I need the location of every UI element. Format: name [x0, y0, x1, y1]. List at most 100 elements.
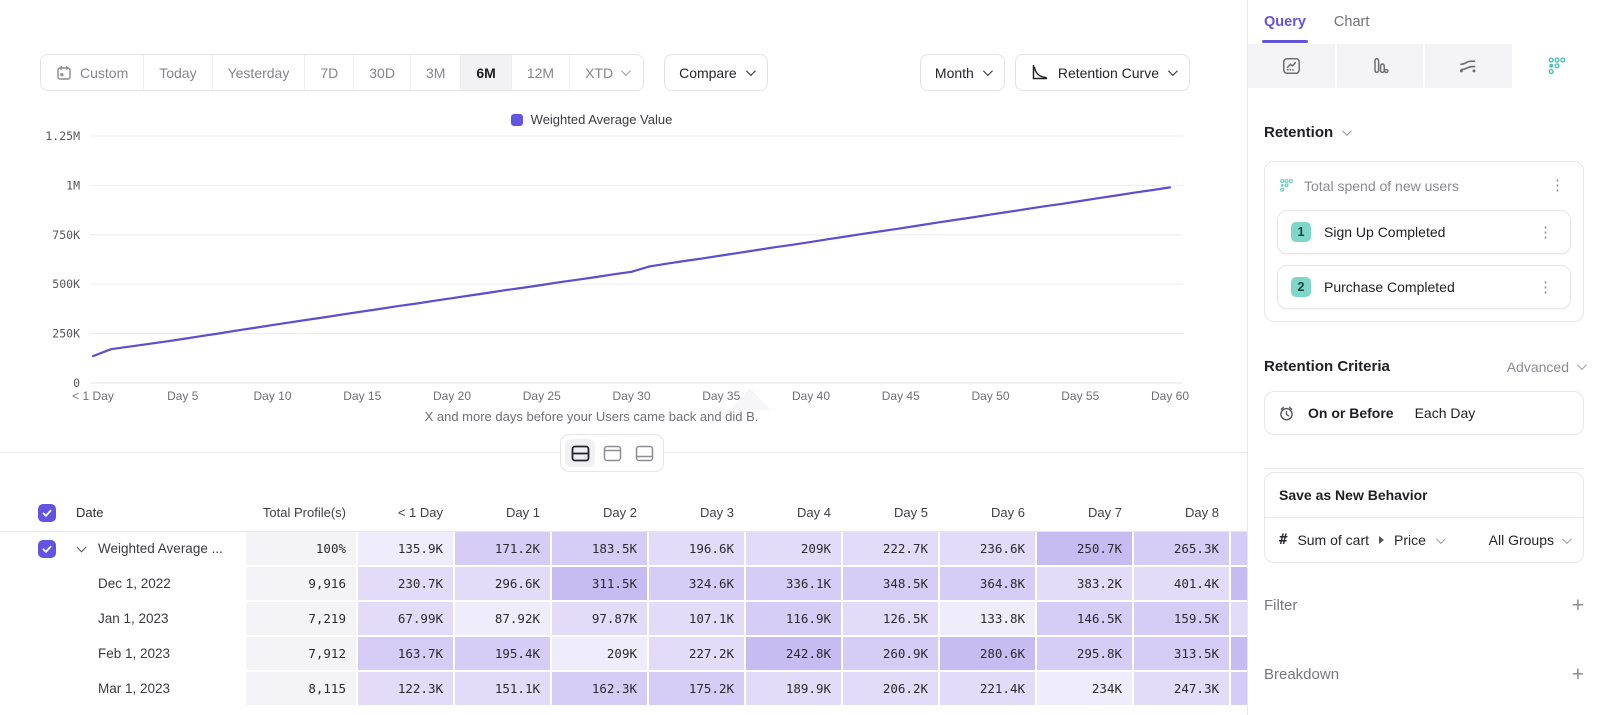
- date-range-group: Custom Today Yesterday 7D 30D 3M 6M 12M XTD: [40, 54, 645, 91]
- metric-property[interactable]: Price: [1394, 532, 1426, 548]
- tab-flows[interactable]: [1425, 44, 1512, 88]
- x-axis-tick-label: Day 55: [1061, 389, 1099, 403]
- column-header[interactable]: Total Profile(s): [262, 505, 346, 520]
- range-12m[interactable]: 12M: [510, 55, 570, 90]
- table-row[interactable]: Mar 1, 2023 8,115 122.3K 151.1K 162.3K 175.2K…: [0, 672, 1271, 705]
- alarm-clock-icon: [1280, 406, 1293, 420]
- granularity-button[interactable]: Month: [919, 54, 1005, 91]
- range-30d[interactable]: 30D: [353, 55, 410, 90]
- behavior-retention-icon: [1280, 178, 1293, 192]
- retention-curve-line[interactable]: [91, 186, 1172, 358]
- value-cell: 87.92K: [455, 602, 550, 635]
- range-6m[interactable]: 6M: [460, 55, 511, 90]
- kebab-menu-icon[interactable]: ⋮: [1538, 278, 1553, 296]
- compare-label: Compare: [679, 64, 737, 81]
- save-as-new-behavior-button[interactable]: Save as New Behavior: [1265, 473, 1583, 518]
- x-axis-tick-label: Day 5: [167, 389, 199, 403]
- compare-button[interactable]: Compare: [664, 54, 768, 91]
- all-groups-label: All Groups: [1488, 532, 1554, 548]
- value-cell: 242.8K: [746, 637, 841, 670]
- table-row[interactable]: Weighted Average ... 100% 135.9K 171.2K 183.…: [0, 532, 1271, 565]
- y-axis-tick-label: 750K: [52, 228, 80, 242]
- value-cell: 383.2K: [1037, 567, 1132, 600]
- y-axis-tick-label: 1.25M: [45, 129, 80, 143]
- value-cell: 162.3K: [552, 672, 647, 705]
- kebab-menu-icon[interactable]: ⋮: [1538, 223, 1553, 241]
- column-header[interactable]: Day 2: [603, 505, 637, 520]
- chevron-down-icon: [745, 66, 756, 77]
- column-header[interactable]: Day 8: [1185, 505, 1219, 520]
- section-label: Retention: [1264, 124, 1334, 141]
- split-view-icon: [571, 445, 589, 461]
- main-area: Custom Today Yesterday 7D 30D 3M 6M 12M XTD Comp…: [0, 54, 1271, 705]
- row-label: Jan 1, 2023: [98, 611, 169, 626]
- sidebar-content: Retention Total spend of new users ⋮: [1248, 124, 1600, 685]
- value-cell: 401.4K: [1134, 567, 1229, 600]
- row-expander[interactable]: [66, 542, 96, 552]
- criteria-condition-card[interactable]: On or Before Each Day: [1264, 391, 1584, 435]
- row-checkbox[interactable]: [38, 539, 56, 558]
- all-groups-dropdown[interactable]: All Groups: [1488, 532, 1572, 548]
- range-label: 7D: [320, 64, 339, 81]
- value-cell: 116.9K: [746, 602, 841, 635]
- top-view-icon: [603, 445, 621, 461]
- criteria-condition: On or Before: [1308, 405, 1394, 421]
- table-row[interactable]: Feb 1, 2023 7,912 163.7K 195.4K 209K 227.2K 24…: [0, 637, 1271, 670]
- bottom-view-icon: [635, 445, 653, 461]
- layout-chart-toggle[interactable]: [597, 439, 627, 467]
- range-xtd[interactable]: XTD: [569, 55, 644, 90]
- table-row[interactable]: Jan 1, 2023 7,219 67.99K 87.92K 97.87K 107.1K…: [0, 602, 1271, 635]
- tab-funnels[interactable]: [1336, 44, 1423, 88]
- range-custom[interactable]: Custom: [41, 55, 144, 90]
- retention-criteria-row: Retention Criteria Advanced: [1264, 358, 1587, 375]
- range-yesterday[interactable]: Yesterday: [211, 55, 305, 90]
- tab-chart[interactable]: Chart: [1334, 0, 1369, 44]
- flows-icon: [1460, 60, 1476, 73]
- retention-criteria-label: Retention Criteria: [1264, 358, 1390, 375]
- behavior-step-2[interactable]: 2 Purchase Completed ⋮: [1277, 265, 1571, 309]
- advanced-dropdown[interactable]: Advanced: [1507, 359, 1587, 375]
- range-label: 30D: [369, 64, 395, 81]
- funnels-icon: [1374, 58, 1389, 74]
- tab-retention[interactable]: [1513, 44, 1600, 88]
- chevron-down-icon: [621, 66, 631, 77]
- column-header[interactable]: Day 1: [506, 505, 540, 520]
- range-label: 6M: [476, 64, 496, 81]
- x-axis-tick-label: Day 45: [882, 389, 920, 403]
- value-cell: 209K: [746, 532, 841, 565]
- tab-query[interactable]: Query: [1262, 0, 1308, 44]
- x-axis-tick-label: Day 25: [523, 389, 561, 403]
- range-today[interactable]: Today: [143, 55, 212, 90]
- range-label: Custom: [80, 64, 129, 81]
- table-row[interactable]: Dec 1, 2022 9,916 230.7K 296.6K 311.5K 324.6K…: [0, 567, 1271, 600]
- layout-table-toggle[interactable]: [629, 439, 659, 467]
- report-section-header[interactable]: Retention: [1264, 124, 1584, 141]
- chart-type-button[interactable]: Retention Curve: [1014, 54, 1190, 91]
- total-profiles-cell: 7,219: [246, 602, 356, 635]
- layout-split-toggle[interactable]: [565, 439, 595, 467]
- column-header[interactable]: Day 5: [894, 505, 928, 520]
- column-header[interactable]: < 1 Day: [397, 505, 443, 520]
- metric-name[interactable]: Sum of cart: [1297, 532, 1370, 548]
- value-cell: 151.1K: [455, 672, 550, 705]
- column-header-date[interactable]: Date: [76, 505, 104, 520]
- column-header[interactable]: Day 3: [700, 505, 734, 520]
- column-header[interactable]: Day 4: [797, 505, 831, 520]
- range-7d[interactable]: 7D: [304, 55, 354, 90]
- value-cell: 189.9K: [746, 672, 841, 705]
- tab-insights[interactable]: [1248, 44, 1335, 88]
- column-header[interactable]: Day 7: [1088, 505, 1122, 520]
- total-profiles-cell: 7,912: [246, 637, 356, 670]
- granularity-label: Month: [934, 64, 974, 81]
- add-breakdown-button[interactable]: +: [1571, 663, 1584, 686]
- value-cell: 260.9K: [843, 637, 938, 670]
- select-all-checkbox[interactable]: [38, 503, 56, 522]
- criteria-unit: Each Day: [1414, 405, 1476, 421]
- column-header[interactable]: Day 6: [991, 505, 1025, 520]
- add-filter-button[interactable]: +: [1571, 594, 1584, 617]
- value-cell: 183.5K: [552, 532, 647, 565]
- range-3m[interactable]: 3M: [409, 55, 461, 90]
- value-cell: 250.7K: [1037, 532, 1132, 565]
- behavior-step-1[interactable]: 1 Sign Up Completed ⋮: [1277, 210, 1571, 254]
- kebab-menu-icon[interactable]: ⋮: [1550, 177, 1565, 194]
